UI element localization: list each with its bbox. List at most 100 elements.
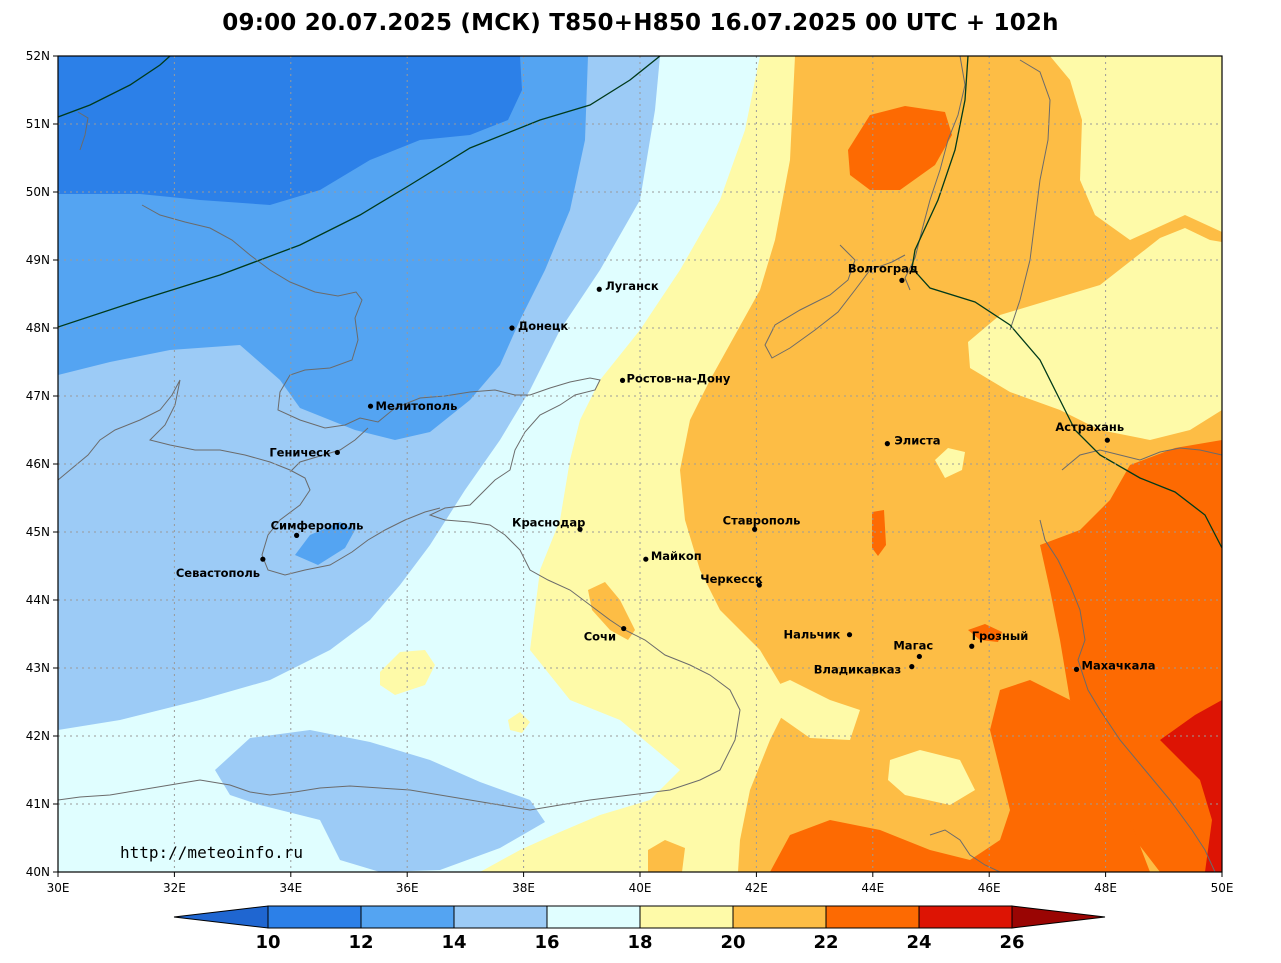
lat-tick-label: 47N (26, 389, 50, 403)
colorbar-segment (825, 905, 920, 929)
lon-tick-label: 32E (163, 881, 186, 895)
zone-22-24-grozny (968, 624, 1002, 642)
city-label: Севастополь (176, 566, 260, 580)
lon-tick-label: 30E (47, 881, 70, 895)
zone-18-20-islet-b (508, 712, 530, 733)
city-label: Мелитополь (376, 399, 458, 413)
lat-tick-label: 42N (26, 729, 50, 743)
zone-24-26 (1160, 700, 1222, 872)
colorbar-label: 18 (627, 932, 652, 953)
zone-18-20-hole-dag (888, 750, 975, 805)
lat-tick-label: 51N (26, 117, 50, 131)
city-label: Майкоп (651, 549, 702, 563)
lat-tick-label: 40N (26, 865, 50, 879)
colorbar-segment (918, 905, 1013, 929)
city-label: Симферополь (271, 518, 364, 532)
city-dot (621, 625, 627, 632)
colorbar-label: 22 (813, 932, 838, 953)
zone-18-20-islet-a (380, 650, 435, 695)
city-dot (884, 441, 890, 447)
latitude-axis: 52N 51N 50N 49N 48N 47N 46N 45N 44N 43N 42N 41N 40N (26, 49, 58, 879)
lon-tick-label: 34E (279, 881, 302, 895)
city-dot (619, 377, 626, 383)
city-dot (752, 526, 758, 532)
city-label: Сочи (584, 630, 616, 644)
city-dot (367, 403, 374, 409)
colorbar-segment (453, 905, 548, 929)
city-label: Ростов-на-Дону (627, 371, 731, 385)
grid (58, 56, 1222, 872)
lat-tick-label: 49N (26, 253, 50, 267)
map-title: 09:00 20.07.2025 (МСК) T850+H850 16.07.2… (222, 10, 1059, 36)
city-label: Черкесск (700, 572, 763, 586)
city-dot (909, 664, 915, 670)
longitude-axis: 30E 32E 34E 36E 38E 40E 42E 44E 46E 48E 50E (47, 872, 1233, 895)
colorbar-segment (360, 905, 455, 929)
zone-22-24-south (770, 680, 1150, 872)
lon-tick-label: 46E (978, 881, 1001, 895)
lat-tick-label: 52N (26, 49, 50, 63)
city-label: Астрахань (1055, 420, 1124, 434)
colorbar-label: 24 (906, 932, 931, 953)
city-dot (643, 556, 649, 562)
lon-tick-label: 42E (745, 881, 768, 895)
zone-22-24-stavropol (872, 510, 886, 556)
lat-tick-label: 44N (26, 593, 50, 607)
lat-tick-label: 45N (26, 525, 50, 539)
zone-12-14-crimea (295, 522, 355, 565)
city-dot (969, 643, 975, 649)
colorbar-segment (639, 905, 734, 929)
zone-18-20-hole-elista (935, 448, 965, 478)
lon-tick-label: 40E (629, 881, 652, 895)
city-dot (756, 582, 762, 588)
zone-18-20-hole-south (765, 680, 860, 740)
lon-tick-label: 38E (512, 881, 535, 895)
colorbar-label: 26 (999, 932, 1024, 953)
city-dot (596, 286, 602, 292)
zone-18-20-hole-east (968, 228, 1222, 440)
city-dot (899, 277, 905, 283)
city-dot (577, 526, 583, 532)
h850-isolines (58, 56, 1222, 549)
colorbar-label: 12 (348, 932, 373, 953)
zone-14-16-south (215, 730, 545, 872)
lon-tick-label: 44E (861, 881, 884, 895)
city-markers: Луганск Донецк Волгоград Ростов-на-Дону Мели… (176, 261, 1156, 676)
city-label: Магас (893, 638, 933, 652)
colorbar-max-arrow (1011, 905, 1106, 929)
colorbar-segment (267, 905, 362, 929)
city-dot (916, 653, 922, 660)
city-dot (509, 325, 515, 331)
lat-tick-label: 48N (26, 321, 50, 335)
colorbar-label: 16 (534, 932, 559, 953)
coastlines (58, 56, 1222, 872)
lon-tick-label: 36E (396, 881, 419, 895)
city-label: Волгоград (848, 261, 918, 275)
colorbar-label: 14 (441, 932, 466, 953)
colorbar: 10 12 14 16 18 20 22 24 26 (173, 905, 1106, 953)
city-label: Нальчик (784, 628, 841, 642)
city-label: Луганск (605, 279, 659, 293)
colorbar-label: 10 (255, 932, 280, 953)
city-label: Элиста (894, 434, 940, 448)
city-label: Грозный (972, 629, 1029, 643)
source-url[interactable]: http://meteoinfo.ru (120, 843, 303, 862)
city-dot (1073, 666, 1080, 672)
city-label: Краснодар (512, 515, 585, 529)
temperature-field: Луганск Донецк Волгоград Ростов-на-Дону Мели… (58, 56, 1222, 872)
zone-20-22-south-blob (648, 840, 685, 872)
city-dot (294, 532, 300, 539)
lat-tick-label: 43N (26, 661, 50, 675)
city-dot (334, 449, 340, 456)
city-label: Ставрополь (723, 513, 801, 527)
colorbar-segment (546, 905, 641, 929)
colorbar-label: 20 (720, 932, 745, 953)
zone-20-22-sochi (588, 582, 635, 640)
city-label: Донецк (518, 319, 568, 333)
city-dot (846, 632, 853, 638)
city-dot (1104, 437, 1110, 443)
colorbar-segment (732, 905, 827, 929)
city-label: Махачкала (1082, 658, 1156, 672)
lat-tick-label: 41N (26, 797, 50, 811)
